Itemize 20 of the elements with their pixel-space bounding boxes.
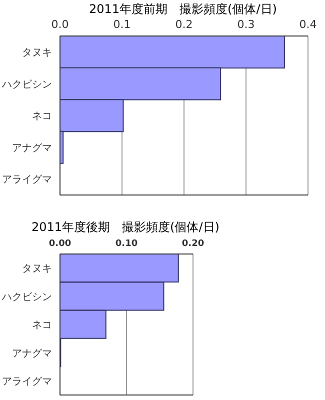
y-tick-label: ハクビシン [1, 292, 52, 303]
chart-title: 2011年度前期 撮影頻度(個体/日) [88, 1, 278, 18]
y-tick-label: タヌキ [22, 264, 52, 275]
x-tick-label: 0.1 [113, 18, 131, 31]
x-tick-label: 0.00 [48, 239, 72, 249]
y-tick-label: アライグマ [2, 174, 52, 186]
y-tick-label: アライグマ [2, 376, 52, 388]
x-tick-label: 0.20 [182, 239, 204, 249]
chart-title: 2011年度後期 撮影頻度(個体/日) [30, 219, 220, 236]
y-tick-label: アナグマ [12, 348, 52, 360]
y-tick-label: ネコ [32, 111, 52, 122]
x-tick-label: 0.0 [51, 18, 69, 31]
y-tick-label: アナグマ [12, 142, 52, 154]
x-tick-label: 0.4 [299, 18, 317, 31]
x-tick-label: 0.10 [115, 239, 138, 249]
y-tick-label: ネコ [32, 320, 52, 332]
x-tick-label: 0.2 [175, 18, 193, 31]
x-tick-label: 0.3 [237, 18, 255, 31]
y-tick-label: ハクビシン [1, 79, 52, 90]
y-tick-label: タヌキ [22, 47, 52, 58]
